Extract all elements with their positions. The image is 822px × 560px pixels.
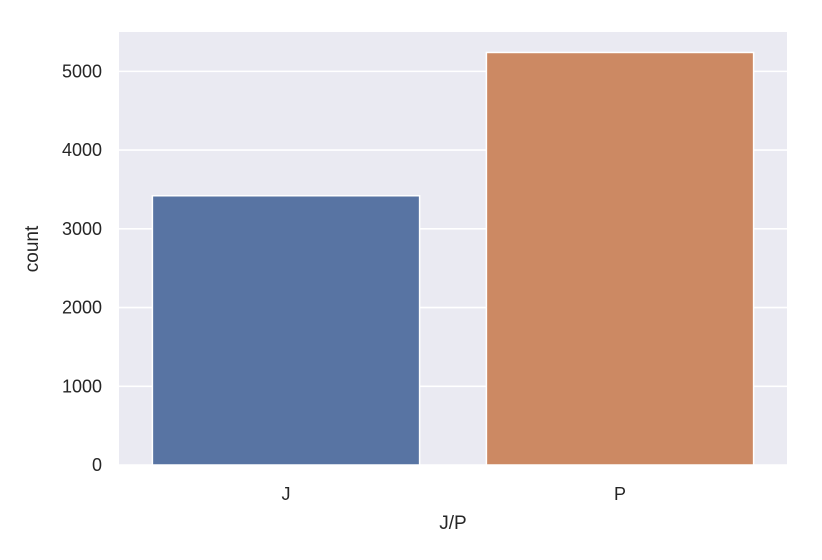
y-tick-label: 1000 <box>62 376 102 396</box>
y-tick-label: 0 <box>92 455 102 475</box>
x-axis-label: J/P <box>439 513 466 534</box>
y-tick-label: 3000 <box>62 219 102 239</box>
y-tick-label: 4000 <box>62 140 102 160</box>
y-tick-label: 5000 <box>62 61 102 81</box>
y-tick-labels: 0 1000 2000 3000 4000 5000 <box>62 61 102 475</box>
x-tick-label-P: P <box>614 484 626 504</box>
bar-P <box>485 51 755 466</box>
y-tick-label: 2000 <box>62 298 102 318</box>
y-axis-label: count <box>22 225 43 272</box>
bar-J <box>151 195 421 466</box>
x-tick-label-J: J <box>282 484 291 504</box>
bars <box>151 51 755 466</box>
